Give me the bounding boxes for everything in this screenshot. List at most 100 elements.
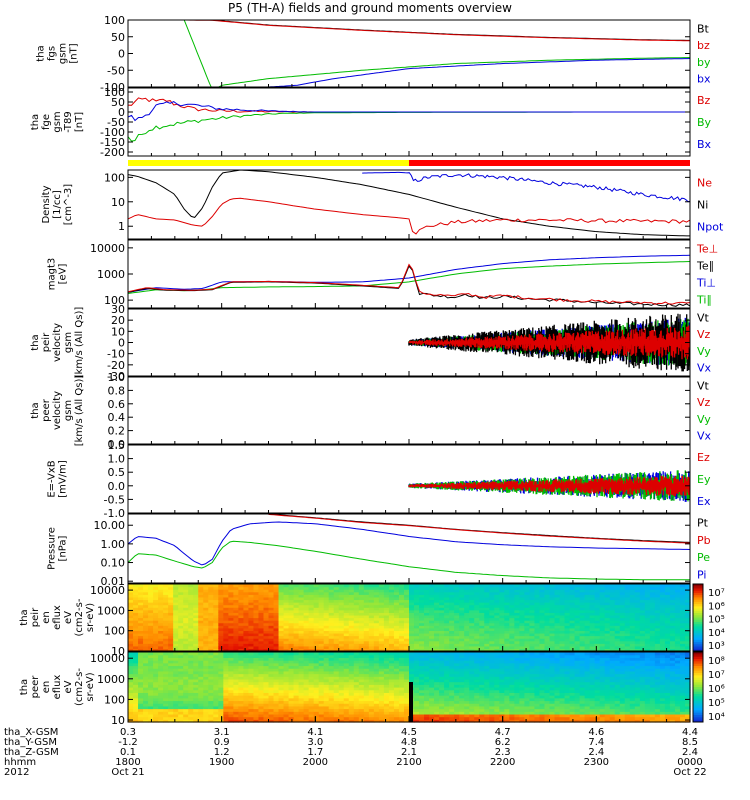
heatmap-cell bbox=[263, 684, 270, 688]
heatmap-cell bbox=[424, 716, 430, 720]
density-frame bbox=[127, 169, 691, 240]
heatmap-cell bbox=[484, 586, 490, 590]
heatmap-cell bbox=[434, 711, 440, 715]
heatmap-cell bbox=[183, 630, 189, 634]
heatmap-cell bbox=[308, 719, 315, 723]
heatmap-cell bbox=[614, 640, 621, 644]
heatmap-cell bbox=[644, 638, 651, 642]
heatmap-cell bbox=[173, 604, 179, 608]
heatmap-cell bbox=[148, 622, 154, 626]
heatmap-cell bbox=[133, 602, 139, 606]
heatmap-cell bbox=[238, 589, 245, 593]
heatmap-cell bbox=[549, 620, 556, 624]
heatmap-cell bbox=[358, 607, 365, 611]
heatmap-cell bbox=[479, 584, 485, 588]
heatmap-cell bbox=[348, 697, 355, 702]
heatmap-cell bbox=[283, 652, 290, 656]
heatmap-cell bbox=[654, 617, 661, 621]
heatmap-cell bbox=[414, 705, 420, 710]
heatmap-cell bbox=[248, 673, 255, 677]
heatmap-cell bbox=[684, 607, 691, 611]
series-temperature-Ti∥ bbox=[128, 261, 690, 294]
heatmap-cell bbox=[363, 657, 370, 661]
heatmap-cell bbox=[288, 612, 295, 616]
heatmap-cell bbox=[308, 614, 315, 619]
heatmap-cell bbox=[409, 622, 415, 626]
legend-fgs-bz: bz bbox=[697, 39, 710, 52]
heatmap-cell bbox=[138, 703, 144, 707]
heatmap-cell bbox=[449, 614, 455, 619]
heatmap-cell bbox=[333, 660, 340, 664]
heatmap-cell bbox=[403, 705, 410, 710]
heatmap-cell bbox=[469, 713, 475, 718]
heatmap-cell bbox=[579, 602, 586, 606]
heatmap-cell bbox=[439, 695, 445, 699]
heatmap-cell bbox=[544, 625, 551, 629]
heatmap-cell bbox=[348, 719, 355, 723]
heatmap-cell bbox=[303, 692, 310, 696]
heatmap-cell bbox=[253, 632, 260, 637]
heatmap-cell bbox=[333, 640, 340, 644]
heatmap-cell bbox=[424, 676, 430, 680]
heatmap-cell bbox=[138, 627, 144, 631]
heatmap-cell bbox=[383, 668, 390, 672]
heatmap-cell bbox=[674, 594, 681, 598]
heatmap-cell bbox=[258, 635, 265, 639]
heatmap-cell bbox=[263, 630, 270, 634]
heatmap-cell bbox=[308, 687, 315, 691]
peer_vel-ylabel: tha bbox=[30, 402, 41, 418]
heatmap-cell bbox=[649, 640, 656, 644]
heatmap-cell bbox=[639, 627, 646, 631]
heatmap-cell bbox=[434, 640, 440, 644]
heatmap-cell bbox=[253, 708, 260, 712]
heatmap-cell bbox=[684, 612, 691, 616]
heatmap-cell bbox=[263, 711, 270, 715]
heatmap-cell bbox=[639, 599, 646, 603]
heatmap-cell bbox=[188, 676, 194, 680]
peer_vel-ylabel: velocity bbox=[52, 391, 63, 430]
heatmap-cell bbox=[158, 705, 164, 710]
heatmap-cell bbox=[614, 584, 621, 588]
heatmap-cell bbox=[419, 622, 425, 626]
heatmap-cell bbox=[308, 648, 315, 652]
heatmap-cell bbox=[198, 596, 204, 601]
heatmap-cell bbox=[574, 584, 581, 588]
heatmap-cell bbox=[554, 643, 561, 647]
heatmap-cell bbox=[243, 586, 250, 590]
heatmap-cell bbox=[373, 708, 380, 712]
heatmap-cell bbox=[328, 640, 335, 644]
heatmap-cell bbox=[519, 632, 526, 637]
heatmap-cell bbox=[248, 584, 255, 588]
heatmap-cell bbox=[444, 662, 450, 667]
heatmap-cell bbox=[609, 617, 616, 621]
heatmap-cell bbox=[529, 596, 536, 601]
heatmap-cell bbox=[213, 648, 219, 652]
heatmap-cell bbox=[534, 645, 541, 650]
heatmap-cell bbox=[594, 599, 601, 603]
heatmap-cell bbox=[439, 660, 445, 664]
heatmap-cell bbox=[168, 660, 174, 664]
heatmap-cell bbox=[318, 705, 325, 710]
heatmap-cell bbox=[253, 612, 260, 616]
heatmap-cell bbox=[664, 625, 671, 629]
heatmap-cell bbox=[499, 648, 505, 652]
heatmap-cell bbox=[298, 617, 305, 621]
series-density-Ni bbox=[128, 170, 690, 237]
heatmap-cell bbox=[409, 662, 415, 667]
heatmap-cell bbox=[203, 625, 209, 629]
heatmap-cell bbox=[544, 640, 551, 644]
heatmap-cell bbox=[328, 607, 335, 611]
heatmap-cell bbox=[328, 638, 335, 642]
heatmap-cell bbox=[238, 625, 245, 629]
heatmap-cell bbox=[128, 705, 134, 710]
heatmap-cell bbox=[298, 678, 305, 683]
heatmap-cell bbox=[649, 599, 656, 603]
heatmap-cell bbox=[303, 684, 310, 688]
heatmap-cell bbox=[388, 678, 395, 683]
heatmap-cell bbox=[524, 625, 531, 629]
heatmap-cell bbox=[634, 584, 641, 588]
heatmap-cell bbox=[459, 602, 465, 606]
heatmap-cell bbox=[569, 632, 576, 637]
heatmap-cell bbox=[278, 705, 285, 710]
heatmap-cell bbox=[343, 719, 350, 723]
